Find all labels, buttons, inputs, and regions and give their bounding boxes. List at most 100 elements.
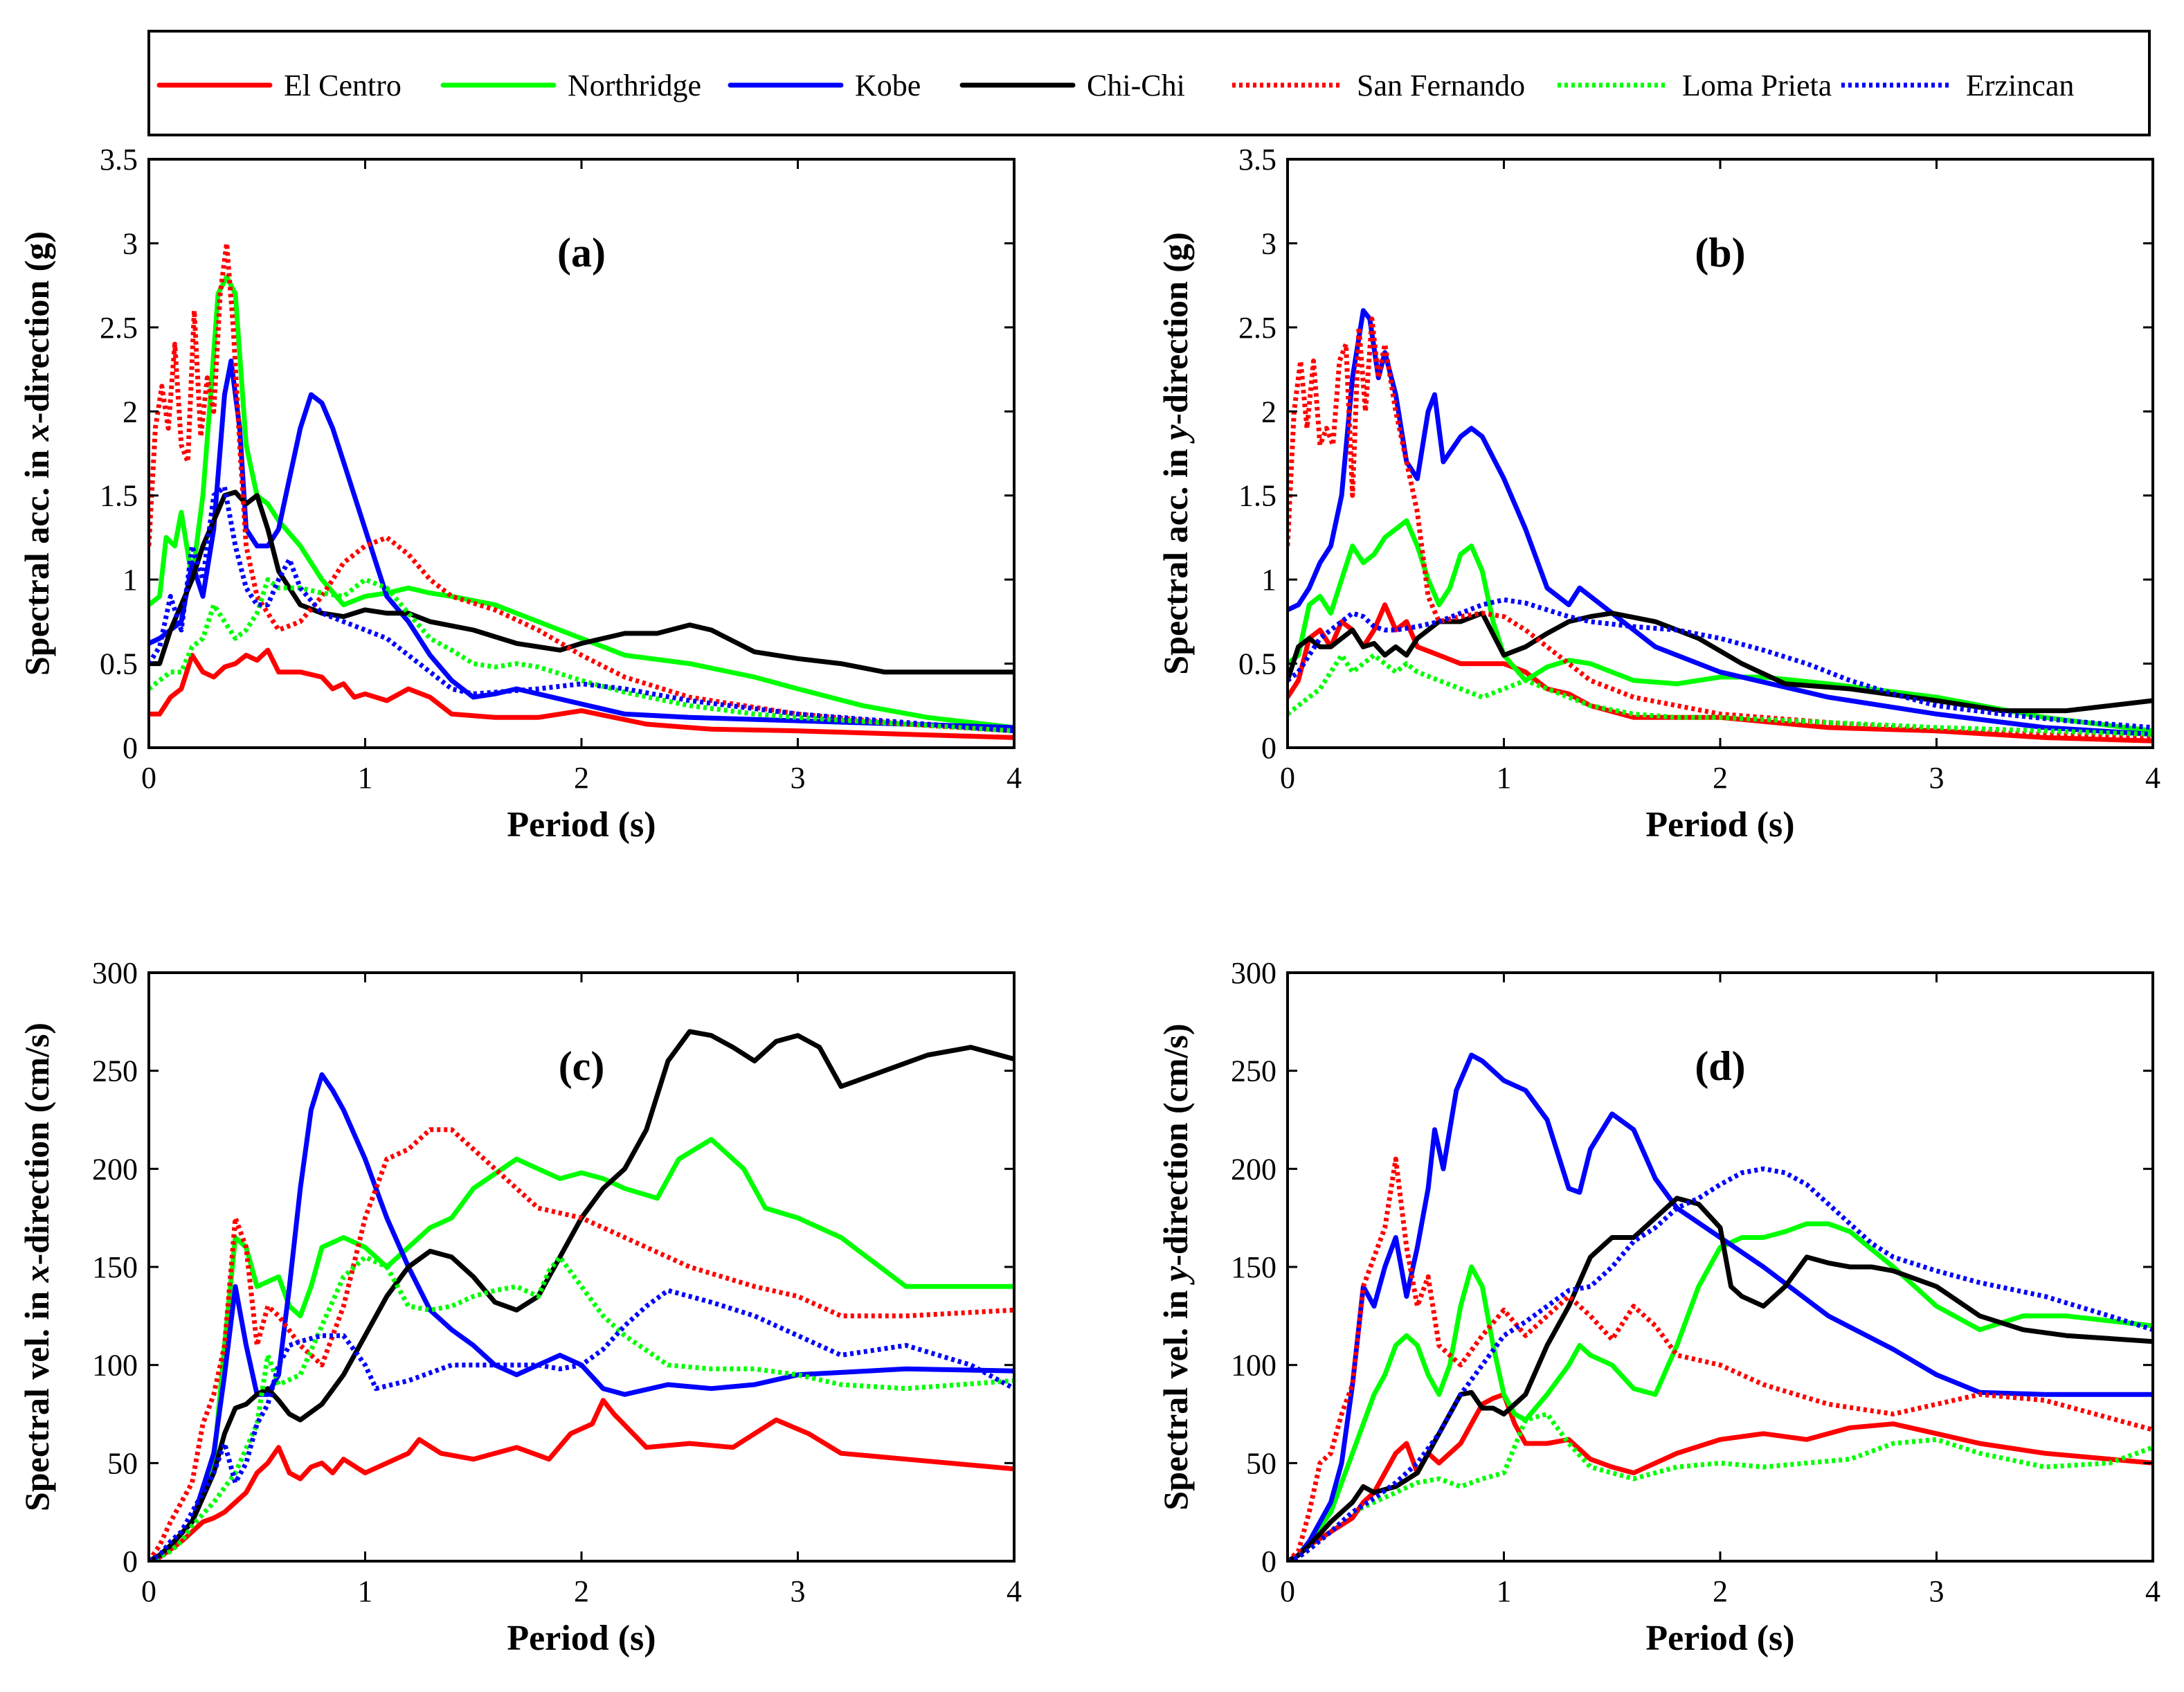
y-tick-label: 3: [123, 226, 138, 260]
legend-label-northridge: Northridge: [568, 69, 701, 102]
x-tick-label: 2: [574, 1574, 589, 1608]
y-tick-label: 300: [1231, 956, 1276, 990]
series-line-northridge: [1288, 1221, 2153, 1561]
y-tick-label: 250: [92, 1054, 138, 1088]
y-tick-label: 150: [92, 1250, 138, 1284]
y-axis-label-axis: x: [17, 1265, 56, 1283]
legend: El Centro Northridge Kobe Chi-Chi San Fernan…: [147, 30, 2151, 136]
series-line-northridge: [149, 1137, 1014, 1561]
x-axis-label: Period (s): [507, 805, 656, 845]
y-tick-label: 1.5: [1238, 479, 1276, 513]
y-axis-label: Spectral acc. in y-direction (g): [1156, 232, 1195, 674]
panel-c: 0 1 2 3 4 0 50 100 150 200 250 300 Period (s) Spectra…: [17, 956, 1022, 1658]
y-tick-label: 0.5: [100, 647, 138, 681]
y-tick-label: 50: [1246, 1446, 1276, 1480]
legend-label-chi-chi: Chi-Chi: [1087, 69, 1185, 102]
y-axis-label-suffix: -direction (cm/s): [17, 1023, 56, 1265]
x-tick-label: 1: [1497, 1574, 1512, 1608]
series-line-kobe: [149, 358, 1014, 730]
y-tick-label: 3: [1261, 226, 1276, 260]
x-tick-label: 0: [1280, 761, 1295, 795]
y-tick-label: 1: [123, 563, 138, 597]
x-tick-label: 0: [141, 761, 156, 795]
y-tick-label: 2.5: [100, 311, 138, 345]
x-tick-label: 0: [141, 1574, 156, 1608]
series-line-chi-chi: [1288, 611, 2153, 714]
y-axis-label: Spectral vel. in x-direction (cm/s): [17, 1023, 56, 1511]
series-line-loma-prieta: [149, 577, 1014, 734]
x-tick-label: 0: [1280, 1574, 1295, 1608]
series-line-loma-prieta: [1288, 652, 2153, 737]
y-axis-label-prefix: Spectral vel. in: [1156, 1281, 1195, 1511]
x-tick-label: 1: [358, 1574, 373, 1608]
y-tick-label: 0.5: [1238, 647, 1276, 681]
x-tick-label: 4: [2145, 1574, 2160, 1608]
series-line-kobe: [149, 1072, 1014, 1561]
y-tick-label: 1.5: [100, 479, 138, 513]
y-tick-label: 200: [92, 1152, 138, 1186]
x-axis-label: Period (s): [1645, 805, 1794, 845]
panel-label-d: (d): [1695, 1043, 1745, 1089]
x-tick-label: 2: [574, 761, 589, 795]
y-axis-label-axis: x: [17, 424, 56, 442]
y-axis-label-axis: y: [1156, 1266, 1195, 1285]
y-tick-label: 250: [1231, 1054, 1276, 1088]
x-axis-label: Period (s): [507, 1619, 656, 1658]
series-line-chi-chi: [149, 489, 1014, 675]
legend-label-kobe: Kobe: [855, 69, 921, 102]
series-line-kobe: [1288, 308, 2153, 737]
series-line-el-centro: [1288, 1392, 2153, 1561]
x-tick-label: 4: [1007, 1574, 1022, 1608]
series-line-erzincan: [1288, 1166, 2153, 1561]
series-line-northridge: [149, 274, 1014, 730]
y-axis-label: Spectral vel. in y-direction (cm/s): [1156, 1023, 1195, 1510]
series-line-kobe: [1288, 1052, 2153, 1561]
x-tick-label: 3: [1929, 1574, 1944, 1608]
series-line-northridge: [1288, 518, 2153, 734]
y-axis-label-suffix: -direction (g): [17, 231, 56, 424]
x-tick-label: 3: [791, 761, 806, 795]
series-group: [149, 240, 1014, 740]
y-axis-label-prefix: Spectral acc. in: [1156, 440, 1195, 675]
legend-label-san-fernando: San Fernando: [1357, 69, 1525, 102]
series-line-san-fernando: [1288, 1156, 2153, 1561]
y-axis-label-prefix: Spectral vel. in: [17, 1282, 56, 1511]
y-axis-label-suffix: -direction (g): [1156, 232, 1195, 424]
legend-label-loma-prieta: Loma Prieta: [1682, 69, 1832, 102]
series-line-loma-prieta: [1288, 1412, 2153, 1561]
series-line-loma-prieta: [149, 1254, 1014, 1561]
series-line-el-centro: [149, 647, 1014, 740]
y-tick-label: 1: [1261, 563, 1276, 597]
y-tick-label: 0: [1261, 731, 1276, 765]
panel-label-b: (b): [1695, 230, 1745, 276]
y-tick-label: 3.5: [1238, 143, 1276, 177]
y-tick-label: 0: [123, 1545, 138, 1578]
x-tick-label: 1: [358, 761, 373, 795]
y-tick-label: 0: [123, 731, 138, 765]
y-tick-label: 2.5: [1238, 311, 1276, 345]
y-tick-label: 2: [1261, 395, 1276, 429]
x-tick-label: 2: [1713, 1574, 1728, 1608]
y-tick-label: 50: [107, 1446, 138, 1480]
series-group: [1288, 1052, 2153, 1561]
series-line-san-fernando: [1288, 316, 2153, 740]
y-tick-label: 100: [92, 1349, 138, 1383]
panel-d: 0 1 2 3 4 0 50 100 150 200 250 300 Period (s) Spectra…: [1156, 956, 2160, 1658]
y-tick-label: 2: [123, 395, 138, 429]
x-tick-label: 1: [1497, 761, 1512, 795]
series-line-erzincan: [149, 1288, 1014, 1561]
panel-b: 0 1 2 3 4 0 0.5 1 1.5 2 2.5 3 3.5 Period (s) Spectral …: [1156, 143, 2160, 845]
y-tick-label: 150: [1231, 1250, 1276, 1284]
series-group: [1288, 308, 2153, 744]
x-tick-label: 3: [791, 1574, 806, 1608]
series-line-san-fernando: [149, 1127, 1014, 1561]
y-tick-label: 100: [1231, 1349, 1276, 1383]
panel-label-c: (c): [559, 1043, 605, 1089]
y-tick-label: 300: [92, 956, 138, 990]
x-axis-label: Period (s): [1645, 1619, 1794, 1658]
y-tick-label: 3.5: [100, 143, 138, 177]
y-tick-label: 200: [1231, 1152, 1276, 1186]
legend-label-erzincan: Erzincan: [1966, 69, 2074, 102]
y-axis-label: Spectral acc. in x-direction (g): [17, 231, 56, 676]
